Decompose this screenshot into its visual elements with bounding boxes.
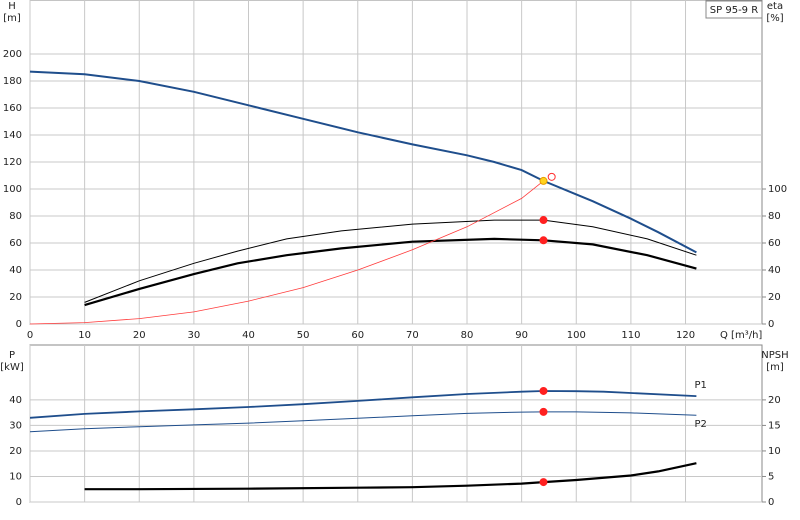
y-tick-label: 200 (3, 49, 22, 60)
x-tick-label: 50 (297, 330, 310, 341)
y-tick-label: 20 (9, 446, 22, 457)
series-label: P1 (694, 380, 706, 391)
y2-tick-label: 0 (768, 497, 774, 508)
y2-tick-label: 10 (768, 446, 781, 457)
annotation-box (705, 0, 763, 19)
y-tick-label: 30 (9, 420, 22, 431)
curve (29, 180, 544, 325)
y-tick-label: 160 (3, 103, 22, 114)
y-tick-label: 120 (3, 157, 22, 168)
x-axis-label: Q [m³/h] (720, 330, 762, 341)
y2-tick-label: 20 (768, 292, 781, 303)
marker (539, 478, 548, 487)
x-tick-label: 30 (188, 330, 201, 341)
x-tick-label: 100 (567, 330, 586, 341)
y-tick-label: 0 (16, 319, 22, 330)
annotation: SP 95-9 R (710, 5, 758, 16)
curve (29, 390, 697, 419)
x-tick-label: 40 (242, 330, 255, 341)
curve (29, 411, 697, 433)
y-axis-label: [kW] (0, 362, 24, 373)
y2-tick-label: 20 (768, 395, 781, 406)
y2-axis-label: [%] (766, 13, 783, 24)
marker (539, 407, 548, 416)
y2-tick-label: 80 (768, 211, 781, 222)
y2-tick-label: 5 (768, 471, 774, 482)
x-tick-label: 20 (133, 330, 146, 341)
y-tick-label: 10 (9, 471, 22, 482)
y-axis-label: [m] (3, 13, 21, 24)
x-tick-label: 0 (27, 330, 33, 341)
y2-tick-label: 100 (768, 184, 787, 195)
y-tick-label: 60 (9, 238, 22, 249)
y2-tick-label: 0 (768, 319, 774, 330)
y2-axis-label: eta (767, 1, 783, 12)
marker (539, 176, 548, 185)
y-tick-label: 100 (3, 184, 22, 195)
series-label: P2 (694, 419, 706, 430)
x-tick-label: 110 (621, 330, 640, 341)
y-tick-label: 40 (9, 395, 22, 406)
curve (84, 219, 697, 303)
y-tick-label: 0 (16, 497, 22, 508)
x-tick-label: 70 (406, 330, 419, 341)
y2-tick-label: 40 (768, 265, 781, 276)
marker (539, 216, 548, 225)
x-tick-label: 90 (515, 330, 528, 341)
curve (84, 462, 697, 491)
marker (547, 172, 556, 181)
y-tick-label: 80 (9, 211, 22, 222)
curve (84, 237, 697, 307)
y-tick-label: 140 (3, 130, 22, 141)
y2-tick-label: 60 (768, 238, 781, 249)
y2-axis-label: NPSH (761, 350, 788, 361)
x-tick-label: 80 (461, 330, 474, 341)
x-tick-label: 60 (351, 330, 364, 341)
y-tick-label: 40 (9, 265, 22, 276)
y2-tick-label: 15 (768, 420, 781, 431)
x-tick-label: 120 (676, 330, 695, 341)
x-tick-label: 10 (78, 330, 91, 341)
y-axis-label: P (9, 350, 15, 361)
curve (29, 70, 697, 254)
marker (539, 386, 548, 395)
y2-axis-label: [m] (766, 362, 784, 373)
y-tick-label: 20 (9, 292, 22, 303)
y-tick-label: 180 (3, 76, 22, 87)
y-axis-label: H (8, 1, 16, 12)
marker (539, 236, 548, 245)
